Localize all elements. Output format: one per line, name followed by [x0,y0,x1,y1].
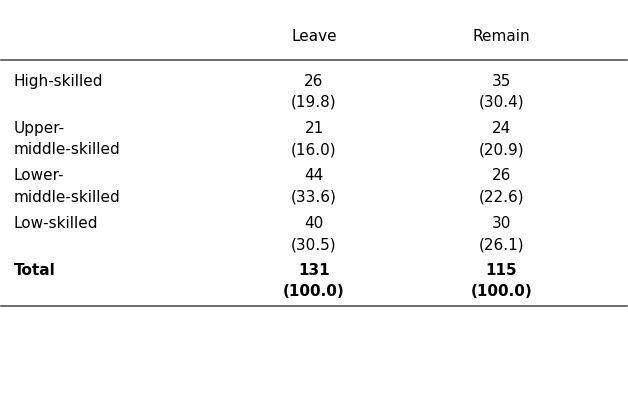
Text: 21: 21 [305,121,323,136]
Text: Low-skilled: Low-skilled [14,216,99,231]
Text: Upper-: Upper- [14,121,65,136]
Text: 30: 30 [492,216,511,231]
Text: (19.8): (19.8) [291,95,337,110]
Text: 35: 35 [492,74,511,89]
Text: 26: 26 [492,168,511,183]
Text: Leave: Leave [291,29,337,44]
Text: 44: 44 [305,168,323,183]
Text: 115: 115 [485,263,517,278]
Text: 131: 131 [298,263,330,278]
Text: (33.6): (33.6) [291,190,337,205]
Text: 26: 26 [305,74,323,89]
Text: Lower-: Lower- [14,168,65,183]
Text: Remain: Remain [473,29,531,44]
Text: High-skilled: High-skilled [14,74,104,89]
Text: middle-skilled: middle-skilled [14,142,121,157]
Text: 40: 40 [305,216,323,231]
Text: Total: Total [14,263,56,278]
Text: (20.9): (20.9) [479,142,524,157]
Text: 24: 24 [492,121,511,136]
Text: middle-skilled: middle-skilled [14,190,121,205]
Text: (26.1): (26.1) [479,237,524,252]
Text: (30.5): (30.5) [291,237,337,252]
Text: (16.0): (16.0) [291,142,337,157]
Text: (30.4): (30.4) [479,95,524,110]
Text: (100.0): (100.0) [471,284,533,299]
Text: (100.0): (100.0) [283,284,345,299]
Text: (22.6): (22.6) [479,190,524,205]
